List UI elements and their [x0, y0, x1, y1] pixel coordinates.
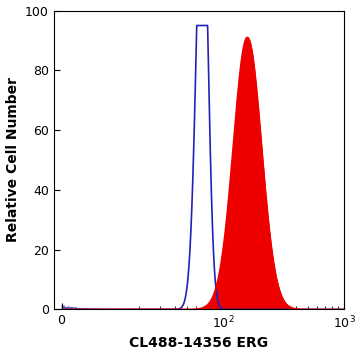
X-axis label: CL488-14356 ERG: CL488-14356 ERG	[129, 336, 269, 350]
Y-axis label: Relative Cell Number: Relative Cell Number	[5, 78, 19, 242]
